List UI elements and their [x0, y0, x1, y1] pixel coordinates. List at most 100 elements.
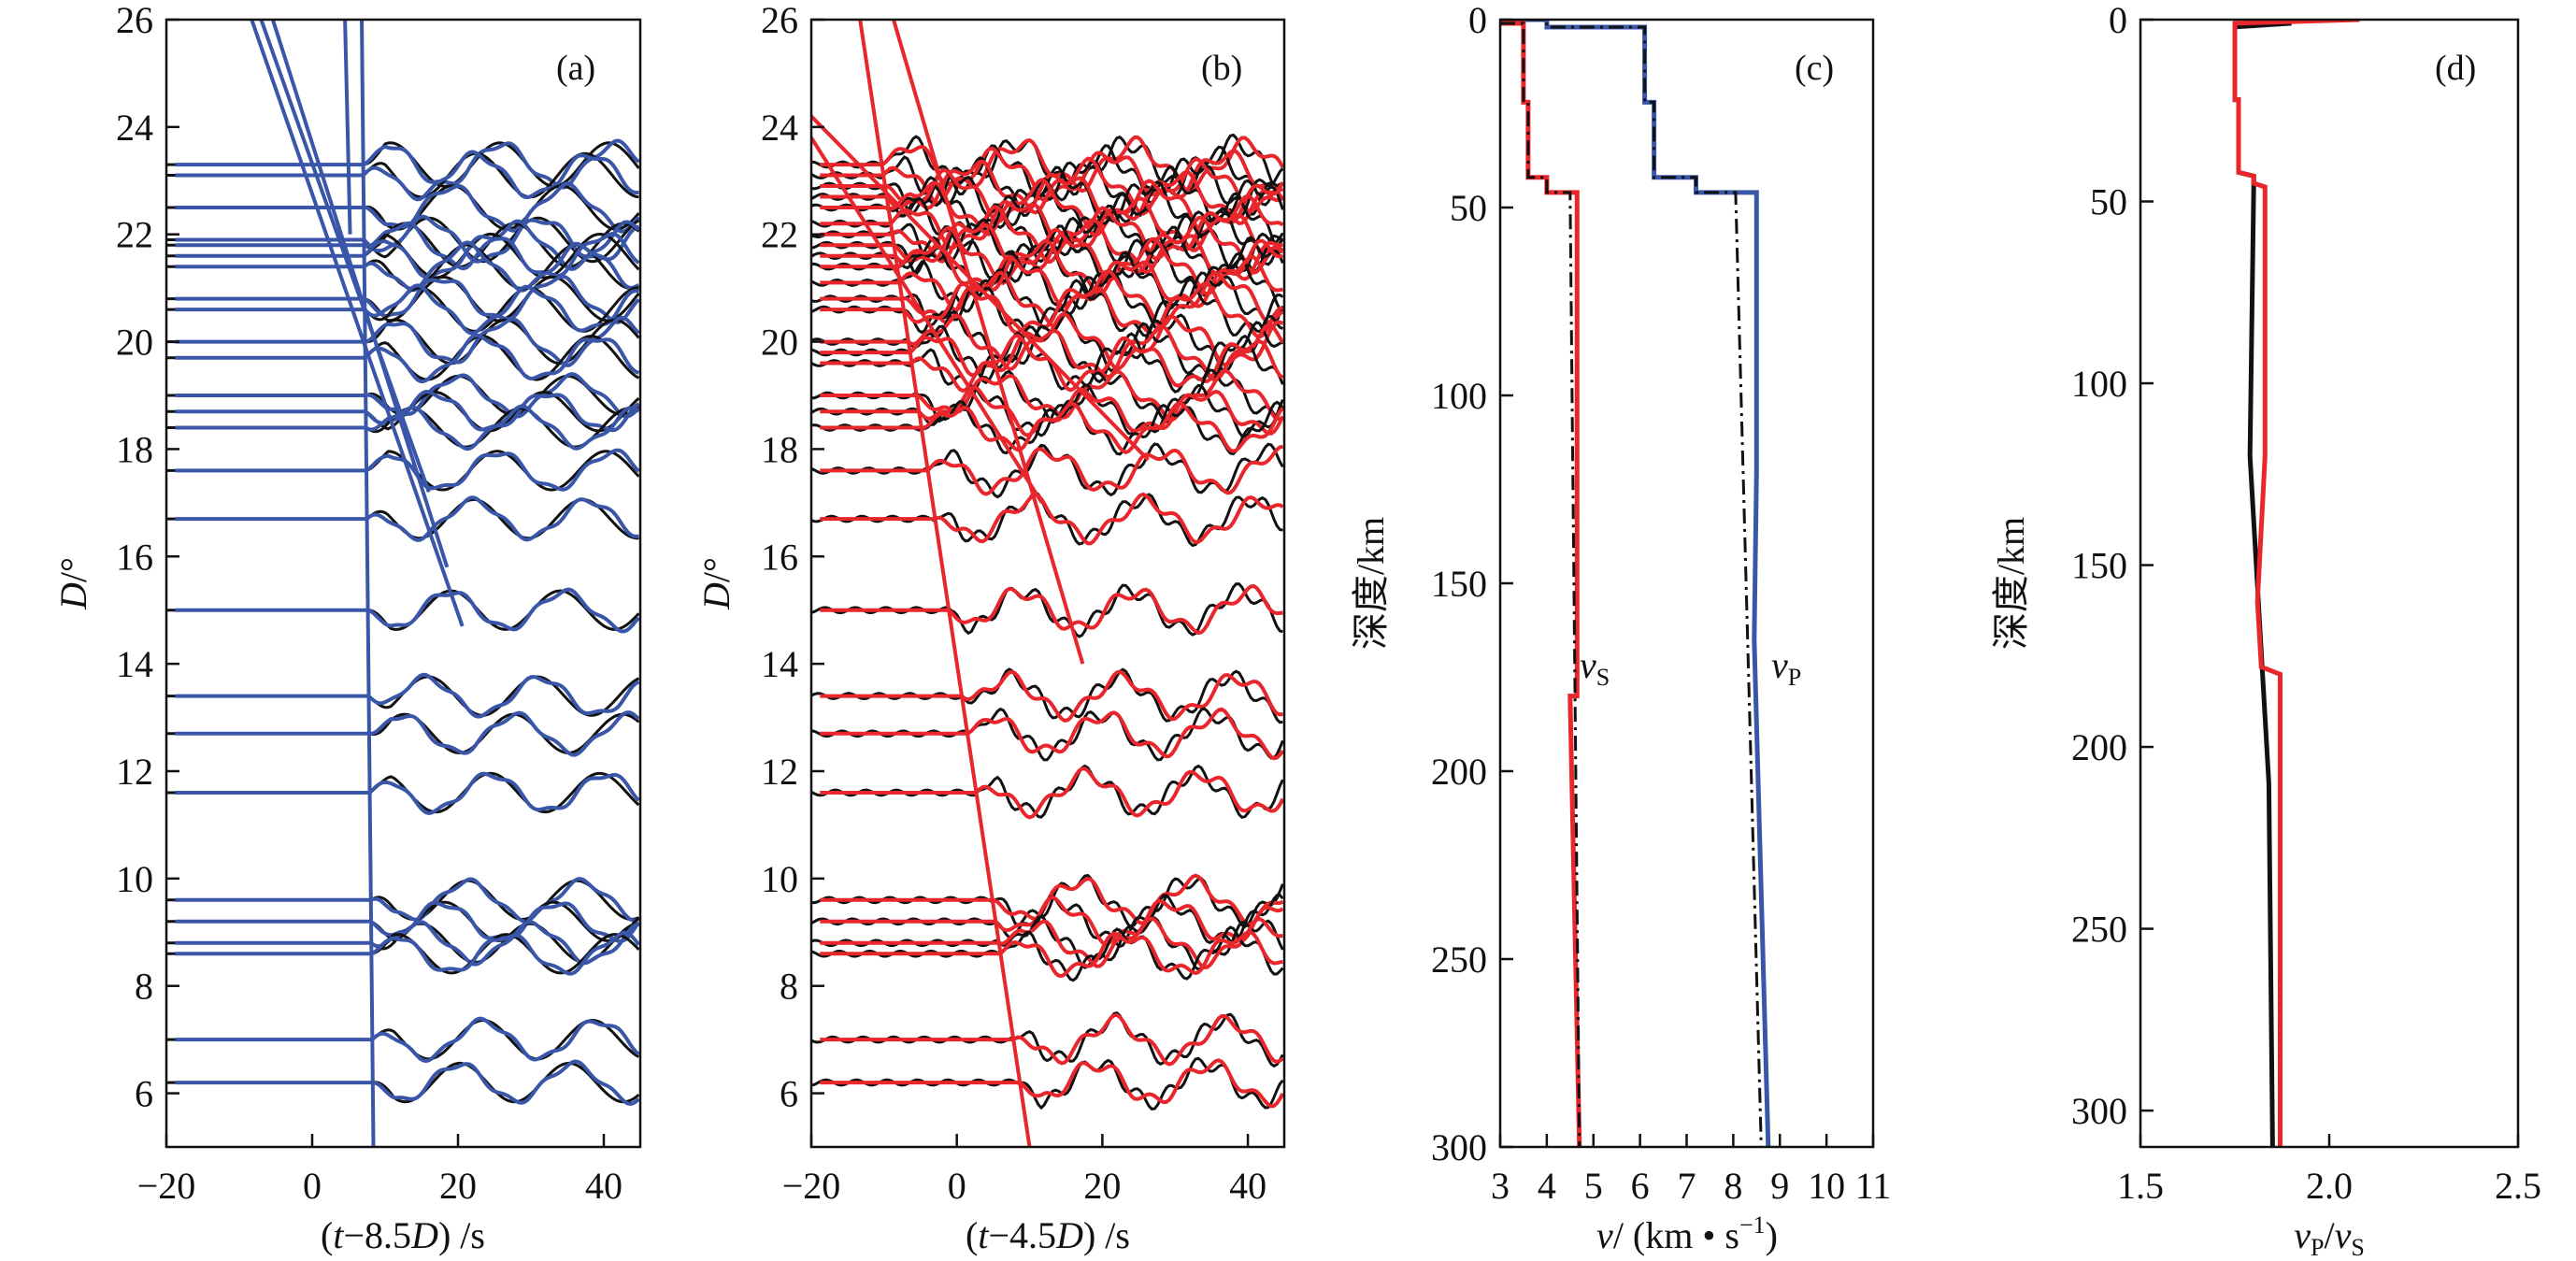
- x-tick-label: 9: [1770, 1165, 1789, 1207]
- y-tick-label: 22: [761, 214, 798, 256]
- y-tick-label: 20: [761, 322, 798, 364]
- y-tick-label: 300: [1431, 1126, 1487, 1168]
- synthetic-trace: [820, 254, 1283, 312]
- synthetic-trace: [175, 1016, 640, 1064]
- synthetic-trace: [175, 150, 639, 202]
- synthetic-trace: [820, 583, 1283, 636]
- synthetic-trace: [175, 181, 640, 234]
- synthetic-trace: [820, 1012, 1284, 1067]
- synthetic-trace: [175, 333, 640, 384]
- y-tick-label: 300: [2071, 1090, 2127, 1132]
- axes-frame: [809, 18, 1286, 1149]
- vs-annotation: vS: [1580, 644, 1610, 691]
- panel-d-y-axis-title: 深度/km: [1990, 517, 2032, 650]
- synthetic-trace: [175, 877, 640, 924]
- synthetic-trace: [175, 587, 640, 634]
- y-tick-label: 14: [761, 643, 798, 685]
- x-tick-label: 20: [1083, 1165, 1121, 1207]
- y-tick-label: 18: [116, 428, 153, 470]
- plot-area: [811, 20, 1284, 1147]
- panel-c: 3 4 5 6 7 8 9 10 11 0 50 100 150 200 250 300: [1431, 0, 1891, 1207]
- panel-a-x-axis-title: (t−8.5D) /s: [321, 1214, 485, 1256]
- y-tick-label: 12: [761, 751, 798, 793]
- synthetic-trace: [820, 873, 1284, 927]
- y-tick-label: 26: [116, 0, 153, 41]
- phase-line: [343, 20, 352, 235]
- synthetic-trace: [175, 1059, 640, 1107]
- x-tick-label: 1.5: [2117, 1165, 2164, 1207]
- panel-c-label: (c): [1795, 49, 1834, 88]
- synthetic-trace: [820, 895, 1284, 947]
- profile-line: [1500, 20, 1771, 1147]
- synthetic-trace: [175, 274, 640, 324]
- y-tick-label: 50: [2090, 181, 2127, 223]
- y-tick-label: 16: [761, 536, 798, 578]
- synthetic-trace: [175, 404, 640, 451]
- phase-line: [250, 20, 465, 627]
- y-tick-label: 8: [780, 966, 798, 1008]
- synthetic-trace: [820, 444, 1283, 496]
- synthetic-trace: [175, 930, 640, 976]
- axes-frame: [165, 18, 642, 1149]
- synthetic-trace: [175, 240, 640, 293]
- synthetic-trace: [175, 672, 640, 719]
- synthetic-trace: [820, 767, 1284, 820]
- x-tick-label: 0: [303, 1165, 322, 1207]
- synthetic-trace: [175, 710, 640, 757]
- synthetic-trace: [820, 281, 1284, 339]
- y-tick-label: 0: [1468, 0, 1487, 41]
- synthetic-trace: [820, 916, 1283, 970]
- panel-a: −20 0 20 40 6 8 10 12 14 16 18 20 22 24 26: [116, 0, 642, 1207]
- y-tick-label: 18: [761, 428, 798, 470]
- x-tick-label: −20: [782, 1165, 841, 1207]
- synthetic-trace: [820, 492, 1284, 546]
- phase-line: [858, 20, 1032, 1147]
- profile-line: [1500, 21, 1582, 1147]
- observed-trace: [811, 399, 1284, 456]
- axes-frame: [2139, 18, 2520, 1149]
- x-tick-label: 3: [1491, 1165, 1510, 1207]
- x-tick-label: 20: [439, 1165, 477, 1207]
- plot-area: [1500, 20, 1771, 1147]
- synthetic-trace: [820, 205, 1284, 265]
- x-tick-label: 0: [948, 1165, 966, 1207]
- panel-b-y-axis-title: D/°: [695, 557, 737, 610]
- observed-trace: [811, 309, 1283, 374]
- y-tick-label: 24: [761, 107, 798, 149]
- y-tick-label: 16: [116, 536, 153, 578]
- y-tick-label: 200: [1431, 751, 1487, 793]
- x-tick-label: 5: [1584, 1165, 1603, 1207]
- x-tick-label: 2.0: [2306, 1165, 2353, 1207]
- synthetic-trace: [820, 322, 1284, 382]
- synthetic-trace: [820, 707, 1284, 761]
- synthetic-trace: [175, 771, 640, 815]
- x-tick-label: 6: [1631, 1165, 1650, 1207]
- x-tick-label: 40: [585, 1165, 623, 1207]
- y-tick-label: 26: [761, 0, 798, 41]
- x-tick-label: 10: [1808, 1165, 1845, 1207]
- synthetic-trace: [820, 215, 1283, 275]
- y-tick-label: 20: [116, 322, 153, 364]
- phase-line: [259, 20, 431, 494]
- panel-c-y-axis-title: 深度/km: [1350, 517, 1392, 650]
- phase-line: [892, 20, 1085, 665]
- profile-line: [1500, 20, 1763, 1147]
- axes-frame: [1498, 18, 1875, 1149]
- panel-b-label: (b): [1201, 49, 1242, 88]
- phase-line: [811, 114, 1150, 462]
- synthetic-trace: [175, 389, 640, 433]
- panel-b-x-axis-title: (t−4.5D) /s: [966, 1214, 1130, 1256]
- panel-a-label: (a): [556, 49, 595, 88]
- observed-trace: [811, 1056, 1284, 1111]
- y-tick-label: 10: [761, 858, 798, 900]
- synthetic-trace: [820, 930, 1283, 979]
- x-tick-label: −20: [137, 1165, 196, 1207]
- x-tick-label: 4: [1538, 1165, 1556, 1207]
- observed-trace: [811, 214, 1283, 277]
- panel-c-x-axis-title: v/ (km • s−1): [1596, 1211, 1778, 1256]
- panel-d: 1.5 2.0 2.5 0 50 100 150 200 250 300: [2071, 0, 2541, 1207]
- y-tick-label: 14: [116, 643, 153, 685]
- y-tick-label: 0: [2109, 0, 2127, 41]
- y-tick-label: 10: [116, 858, 153, 900]
